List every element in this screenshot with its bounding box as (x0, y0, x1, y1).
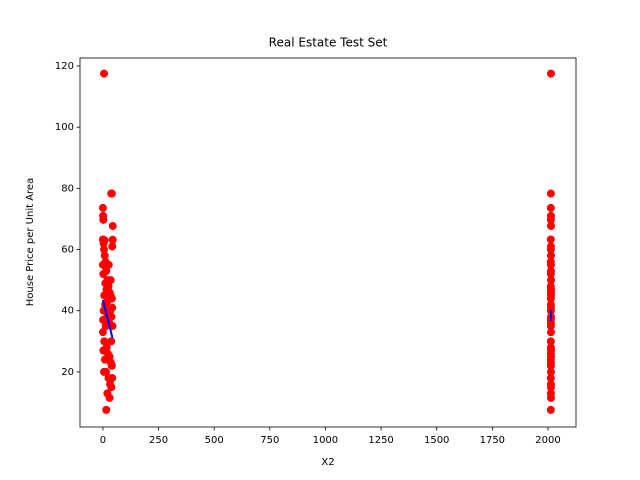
y-tick-label: 60 (61, 245, 74, 256)
scatter-point (546, 221, 555, 230)
scatter-point (100, 355, 109, 364)
scatter-point (100, 69, 109, 78)
chart-title: Real Estate Test Set (269, 36, 388, 50)
scatter-point (98, 260, 107, 269)
scatter-point (546, 322, 555, 331)
scatter-point (546, 235, 555, 244)
scatter-point (102, 285, 111, 294)
scatter-point (106, 276, 115, 285)
scatter-point (546, 215, 555, 224)
x-tick-label: 0 (100, 435, 106, 446)
scatter-point (108, 235, 117, 244)
scatter-point (99, 346, 108, 355)
scatter-point (102, 266, 111, 275)
scatter-point (546, 328, 555, 337)
scatter-point (108, 374, 117, 383)
scatter-point (107, 361, 116, 370)
scatter-point (546, 294, 555, 303)
scatter-point (546, 270, 555, 279)
scatter-point (108, 242, 117, 251)
x-tick-label: 500 (205, 435, 224, 446)
scatter-point (98, 328, 107, 337)
scatter-point (100, 245, 109, 254)
scatter-point (98, 203, 107, 212)
x-tick-label: 1500 (424, 435, 449, 446)
scatter-point (546, 245, 555, 254)
scatter-point (546, 337, 555, 346)
y-tick-label: 100 (55, 122, 74, 133)
y-tick-label: 120 (55, 61, 74, 72)
scatter-point (100, 251, 109, 260)
scatter-point (108, 221, 117, 230)
scatter-point (103, 297, 112, 306)
y-tick-label: 40 (61, 306, 74, 317)
scatter-point (546, 203, 555, 212)
x-tick-label: 1000 (313, 435, 338, 446)
scatter-point (546, 374, 555, 383)
y-tick-label: 20 (61, 367, 74, 378)
scatter-point (546, 405, 555, 414)
scatter-point (100, 236, 109, 245)
x-tick-label: 1750 (480, 435, 505, 446)
scatter-point (546, 361, 555, 370)
scatter-point (99, 215, 108, 224)
scatter-point (546, 383, 555, 392)
scatter-point (107, 312, 116, 321)
scatter-point (546, 393, 555, 402)
scatter-point (107, 337, 116, 346)
scatter-point (99, 315, 108, 324)
scatter-point (546, 189, 555, 198)
scatter-point (100, 367, 109, 376)
scatter-point (546, 69, 555, 78)
y-axis-label: House Price per Unit Area (25, 178, 36, 306)
x-tick-label: 750 (260, 435, 279, 446)
scatter-point (546, 367, 555, 376)
fit-line (101, 299, 114, 339)
scatter-point (546, 260, 555, 269)
x-tick-label: 250 (149, 435, 168, 446)
x-axis-label: X2 (321, 457, 334, 468)
scatter-point (100, 291, 109, 300)
scatter-point (104, 260, 113, 269)
scatter-point (101, 322, 110, 331)
scatter-point (546, 276, 555, 285)
x-tick-label: 1250 (368, 435, 393, 446)
scatter-point (100, 337, 109, 346)
scatter-point (102, 405, 111, 414)
scatter-point (107, 383, 116, 392)
x-tick-label: 2000 (535, 435, 560, 446)
scatter-point (546, 251, 555, 260)
scatter-point (108, 303, 117, 312)
scatter-point (107, 189, 116, 198)
scatter-point (105, 393, 114, 402)
y-tick-label: 80 (61, 183, 74, 194)
plot-frame (79, 57, 577, 428)
